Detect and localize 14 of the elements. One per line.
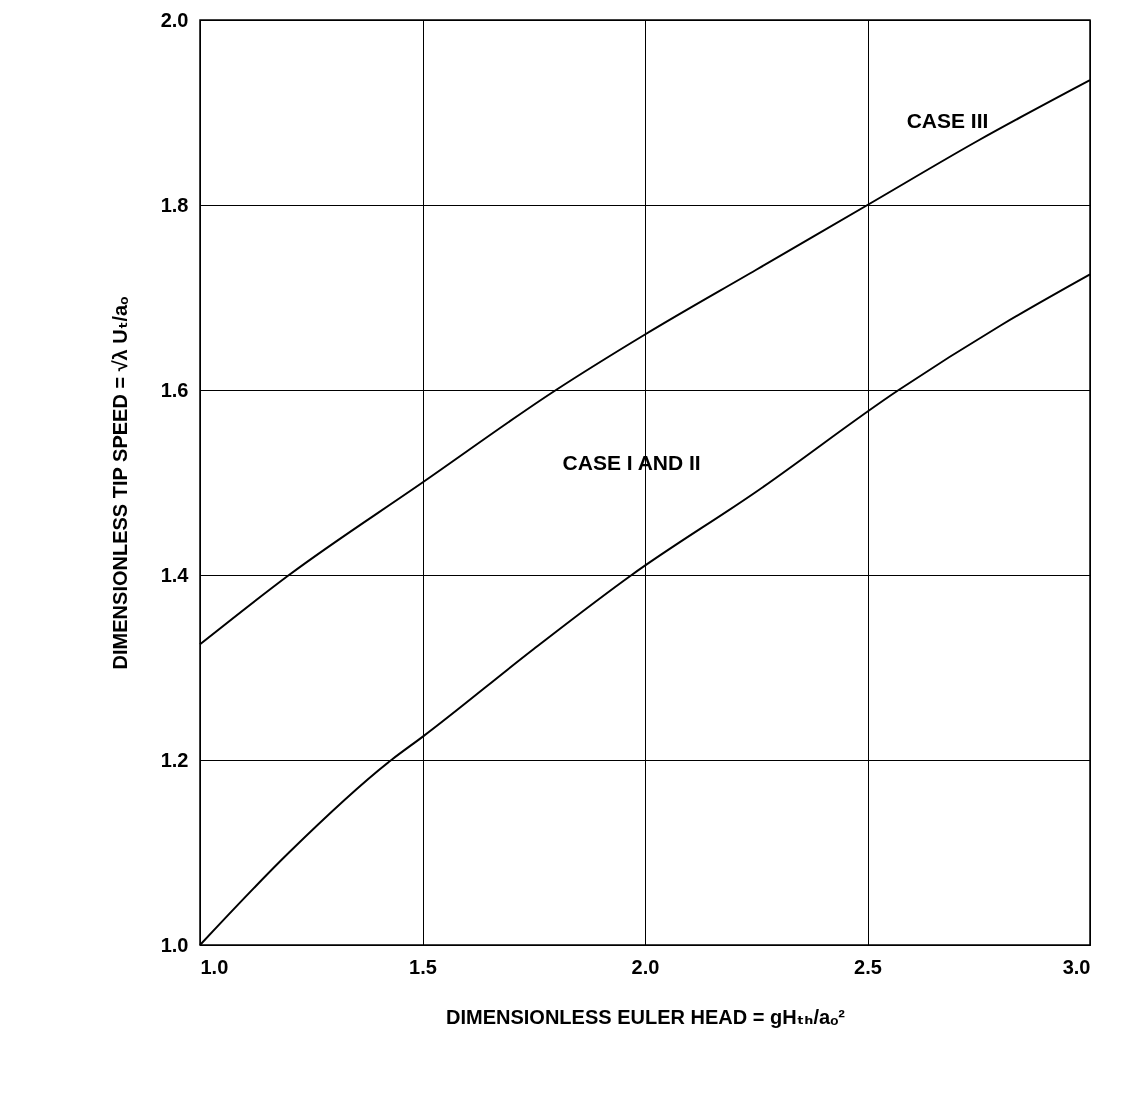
y-axis-title: DIMENSIONLESS TIP SPEED = √λ Uₜ/aₒ xyxy=(108,296,131,670)
y-tick-label: 1.8 xyxy=(160,193,189,216)
y-tick-label: 1.4 xyxy=(160,563,190,586)
x-tick-label: 2.5 xyxy=(854,955,882,978)
x-tick-label: 3.0 xyxy=(1062,955,1091,978)
y-tick-label: 1.6 xyxy=(160,378,189,401)
x-tick-label: 1.5 xyxy=(409,955,437,978)
series-label: CASE III xyxy=(906,109,989,132)
x-tick-label: 2.0 xyxy=(631,955,660,978)
y-tick-label: 1.0 xyxy=(160,933,189,956)
y-tick-label: 2.0 xyxy=(160,8,189,31)
x-axis-title: DIMENSIONLESS EULER HEAD = gHₜₕ/aₒ² xyxy=(445,1005,846,1028)
y-tick-label: 1.2 xyxy=(160,748,189,771)
x-tick-label: 1.0 xyxy=(200,955,229,978)
